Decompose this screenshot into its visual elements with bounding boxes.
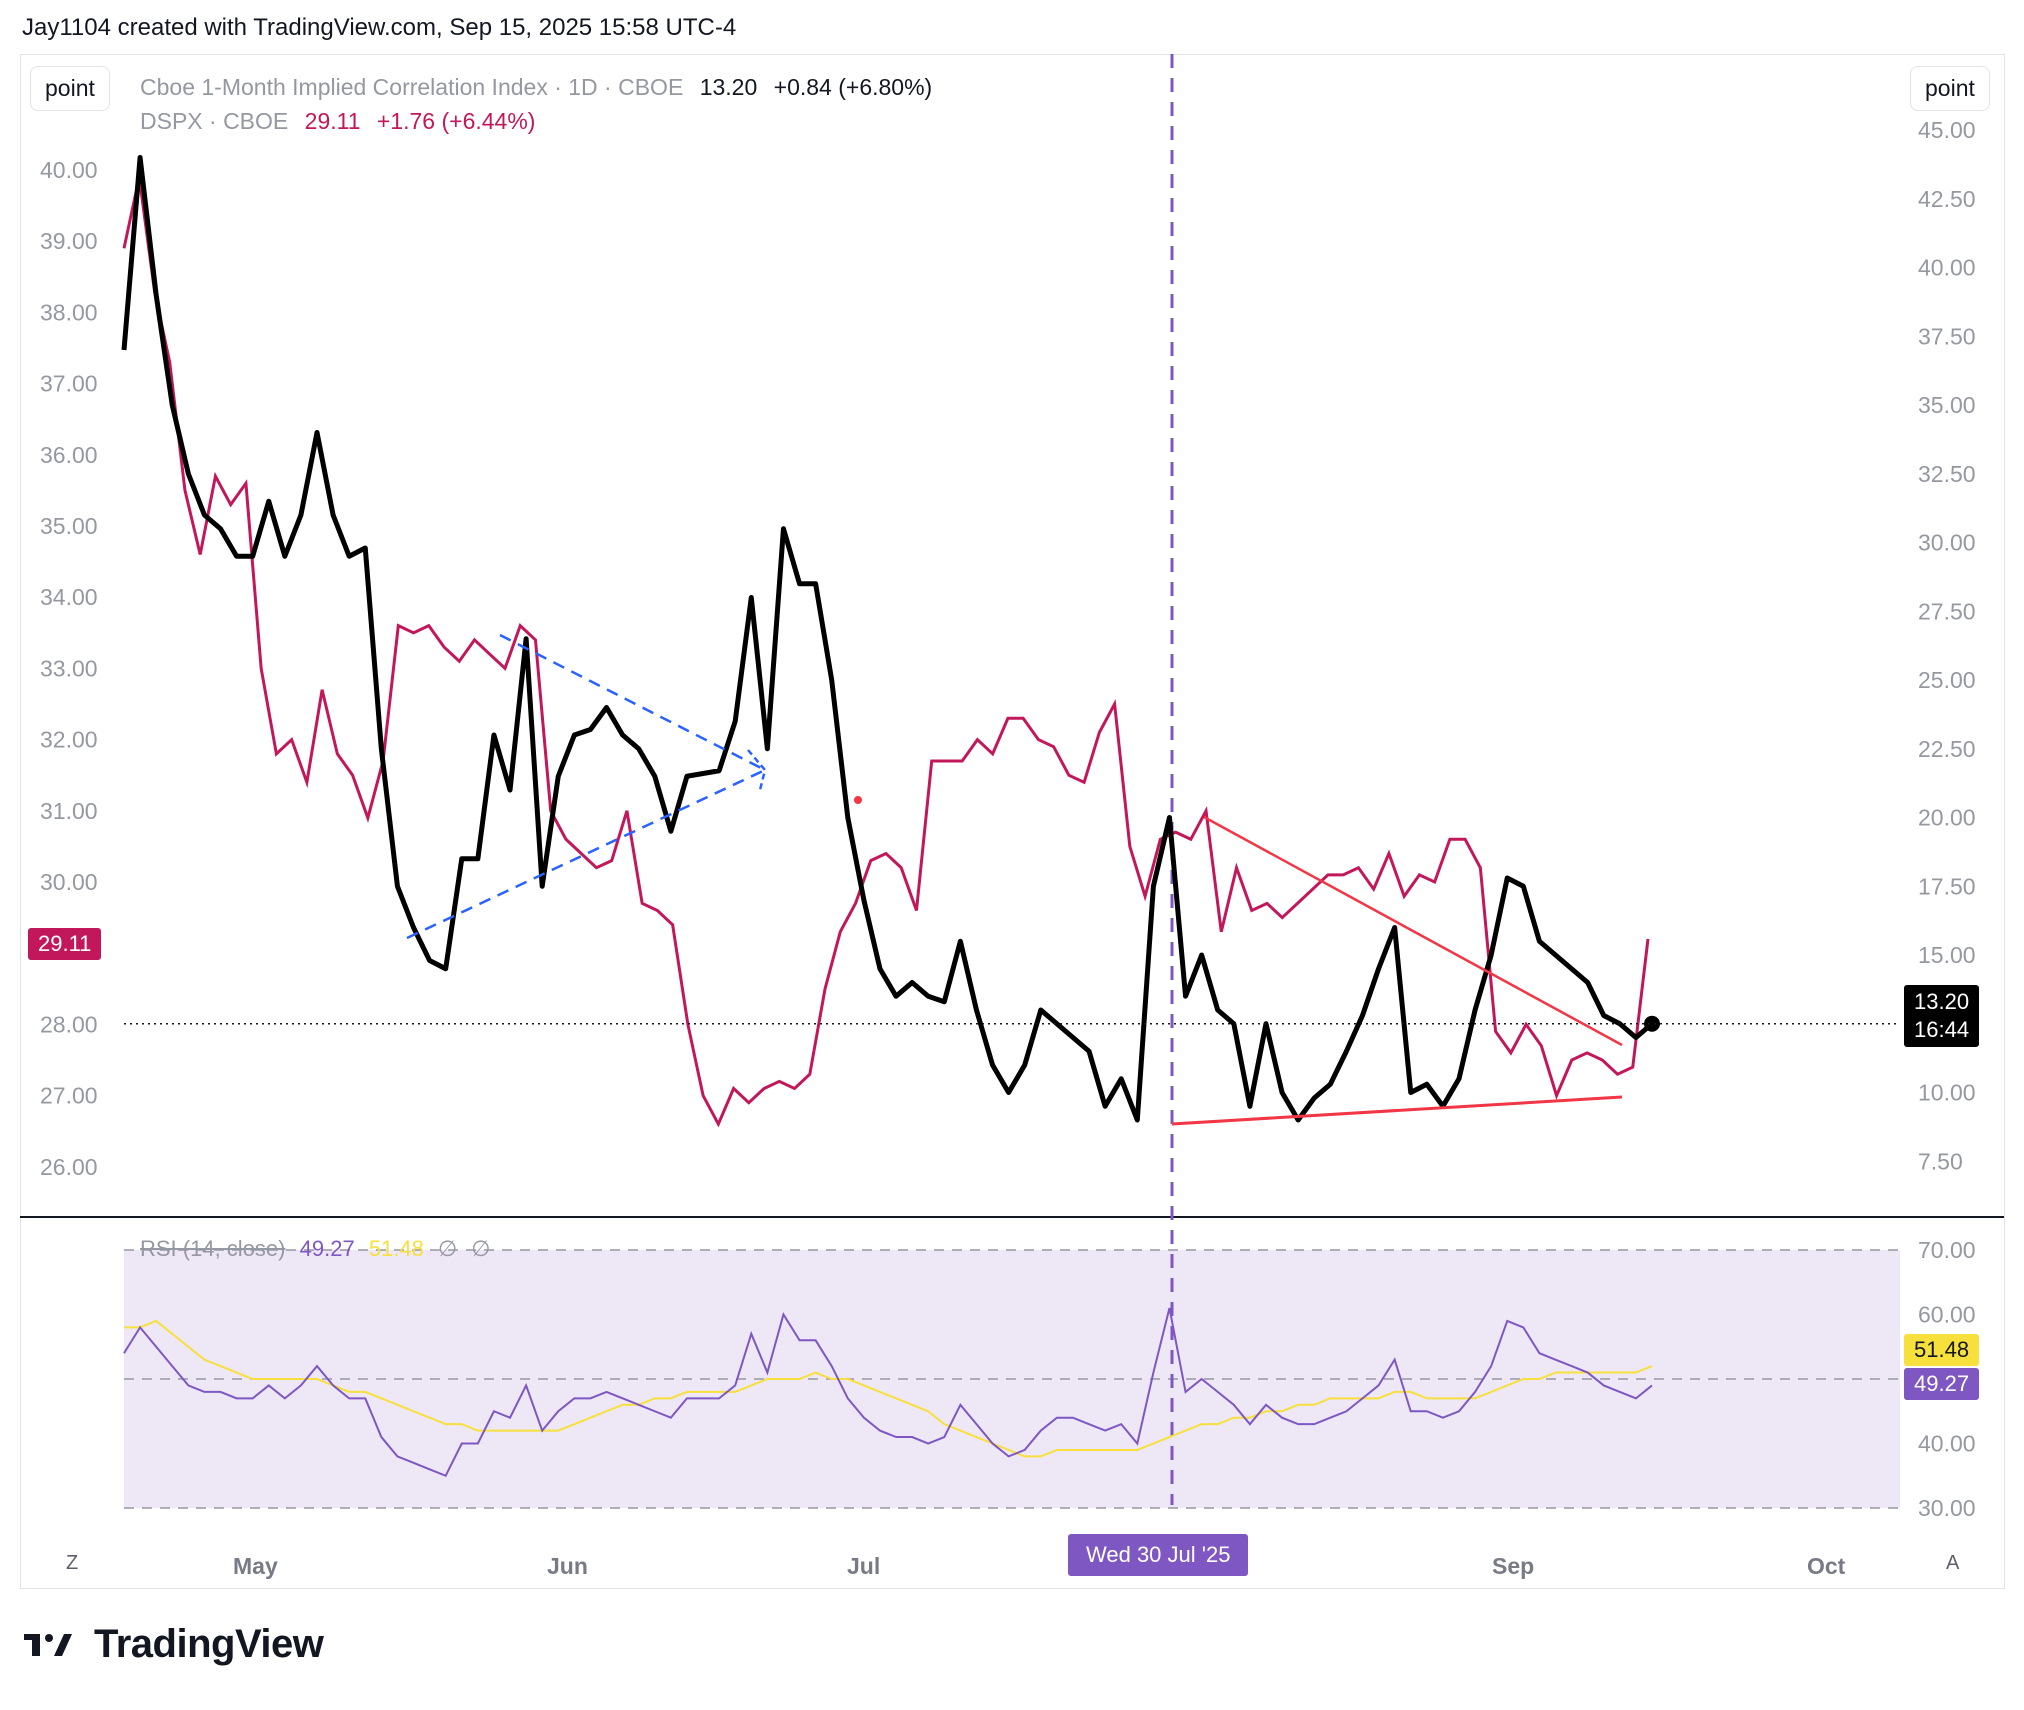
crosshair-date-label: Wed 30 Jul '25 bbox=[1068, 1534, 1249, 1576]
right-scale-mode-chip[interactable]: point bbox=[1910, 66, 1990, 111]
left-axis-tick: 40.00 bbox=[40, 157, 98, 183]
right-axis-tick: 10.00 bbox=[1918, 1080, 1976, 1106]
x-axis-tick: Jun bbox=[547, 1553, 588, 1579]
left-axis-tick: 37.00 bbox=[40, 371, 98, 397]
left-axis-tick: 38.00 bbox=[40, 299, 98, 325]
tradingview-logo: TradingView bbox=[24, 1622, 324, 1667]
rsi-legend-label: RSI (14, close) bbox=[140, 1236, 286, 1261]
left-axis-tick: 34.00 bbox=[40, 584, 98, 610]
right-axis-tick: 7.50 bbox=[1918, 1148, 1963, 1174]
left-axis-tick: 33.00 bbox=[40, 655, 98, 681]
rsi-axis-tick: 30.00 bbox=[1918, 1495, 1976, 1521]
legend-overlay-last: 29.11 bbox=[304, 108, 361, 134]
legend-main-last: 13.20 bbox=[699, 74, 758, 100]
left-axis-tick: 26.00 bbox=[40, 1154, 98, 1180]
legend-overlay-change: +1.76 (+6.44%) bbox=[376, 108, 536, 134]
icj-last-point bbox=[1644, 1015, 1660, 1032]
legend-main-row[interactable]: Cboe 1-Month Implied Correlation Index ·… bbox=[140, 70, 932, 104]
right-axis-tick: 35.00 bbox=[1918, 392, 1976, 418]
left-axis-tick: 27.00 bbox=[40, 1083, 98, 1109]
tradingview-logo-icon bbox=[24, 1633, 72, 1656]
legend-overlay-name: DSPX · CBOE bbox=[140, 108, 289, 134]
x-axis-tick: Sep bbox=[1492, 1553, 1534, 1579]
right-axis-tick: 15.00 bbox=[1918, 942, 1976, 968]
right-main-price-tag: 13.20 16:44 bbox=[1904, 985, 1980, 1047]
series-legend: Cboe 1-Month Implied Correlation Index ·… bbox=[140, 70, 932, 138]
right-axis-tick: 17.50 bbox=[1918, 873, 1976, 899]
right-main-countdown: 16:44 bbox=[1914, 1017, 1970, 1042]
x-axis-tick: Oct bbox=[1807, 1553, 1846, 1579]
left-axis-tick: 32.00 bbox=[40, 727, 98, 753]
pennant-arrowhead bbox=[747, 749, 767, 791]
triangle-upper-line bbox=[1203, 815, 1623, 1047]
rsi-line bbox=[123, 1307, 1653, 1478]
right-axis-tick: 20.00 bbox=[1918, 805, 1976, 831]
x-axis-tick: May bbox=[233, 1553, 278, 1579]
left-axis-tick: 39.00 bbox=[40, 228, 98, 254]
rsi-ma-line bbox=[124, 1319, 1653, 1458]
left-axis-tick: 28.00 bbox=[40, 1011, 98, 1037]
left-axis-tick: 31.00 bbox=[40, 798, 98, 824]
left-axis-tick: 36.00 bbox=[40, 442, 98, 468]
rsi-legend-extra1: ∅ bbox=[438, 1236, 458, 1261]
left-scale-mode-chip[interactable]: point bbox=[30, 66, 110, 111]
right-axis-tick: 27.50 bbox=[1918, 598, 1976, 624]
dspx-line bbox=[122, 176, 1650, 1128]
left-overlay-price-tag: 29.11 bbox=[28, 928, 102, 960]
right-axis-tick: 45.00 bbox=[1918, 117, 1976, 143]
left-axis-tick: 35.00 bbox=[40, 513, 98, 539]
rsi-axis-tick: 40.00 bbox=[1918, 1431, 1976, 1457]
legend-overlay-row[interactable]: DSPX · CBOE 29.11 +1.76 (+6.44%) bbox=[140, 104, 932, 138]
left-axis-tick: 30.00 bbox=[40, 869, 98, 895]
legend-main-change: +0.84 (+6.80%) bbox=[773, 74, 933, 100]
right-axis-tick: 30.00 bbox=[1918, 530, 1976, 556]
legend-main-name: Cboe 1-Month Implied Correlation Index ·… bbox=[140, 74, 684, 100]
right-axis-tick: 25.00 bbox=[1918, 667, 1976, 693]
right-axis-tick: 37.50 bbox=[1918, 323, 1976, 349]
annotation-dot bbox=[854, 796, 862, 804]
icj-line bbox=[121, 155, 1654, 1123]
right-axis-tick: 22.50 bbox=[1918, 736, 1976, 762]
pennant-lower-line bbox=[406, 768, 766, 940]
chart-header-credit: Jay1104 created with TradingView.com, Se… bbox=[22, 14, 737, 41]
rsi-legend-ma-value: 51.48 bbox=[368, 1236, 424, 1261]
triangle-lower-line bbox=[1171, 1095, 1623, 1126]
right-axis-tick: 32.50 bbox=[1918, 461, 1976, 487]
zoom-reset-button[interactable]: Z bbox=[66, 1552, 79, 1575]
rsi-value-price-tag: 49.27 bbox=[1904, 1368, 1980, 1400]
right-axis-tick: 40.00 bbox=[1918, 255, 1976, 281]
pennant-upper-line bbox=[499, 633, 766, 772]
auto-scale-button[interactable]: A bbox=[1946, 1552, 1960, 1575]
x-axis-tick: Jul bbox=[847, 1553, 880, 1579]
rsi-ma-price-tag: 51.48 bbox=[1904, 1334, 1980, 1366]
rsi-legend-extra2: ∅ bbox=[471, 1236, 491, 1261]
rsi-axis-tick: 60.00 bbox=[1918, 1302, 1976, 1328]
rsi-axis-tick: 70.00 bbox=[1918, 1237, 1976, 1263]
right-axis-tick: 42.50 bbox=[1918, 186, 1976, 212]
tradingview-wordmark: TradingView bbox=[94, 1622, 324, 1666]
rsi-legend[interactable]: RSI (14, close) 49.27 51.48 ∅ ∅ bbox=[140, 1236, 490, 1262]
rsi-legend-value: 49.27 bbox=[299, 1236, 355, 1261]
right-main-price: 13.20 bbox=[1914, 989, 1970, 1014]
chart-frame bbox=[20, 54, 2005, 1589]
